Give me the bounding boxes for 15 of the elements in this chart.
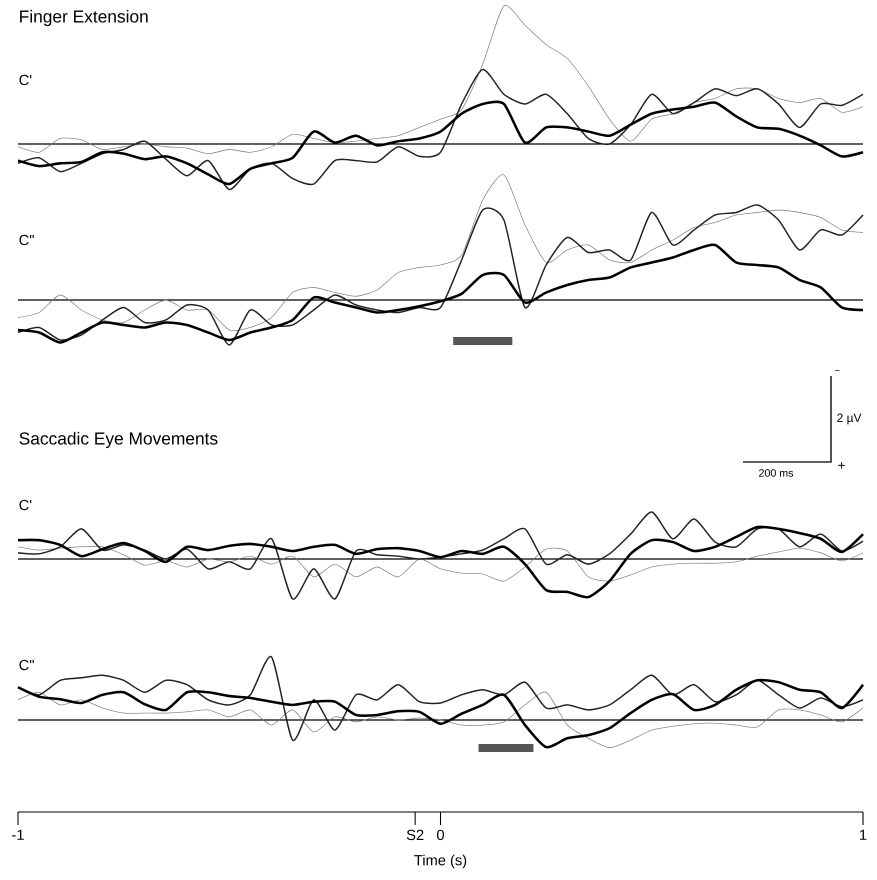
text: C': [19, 74, 32, 86]
text: 2 µV: [837, 414, 862, 424]
x-axis-title: Time (s): [414, 854, 466, 868]
text: 200 ms: [759, 469, 794, 477]
x-tick-label: -1: [12, 830, 24, 840]
text: +: [838, 462, 845, 469]
text: C": [19, 234, 34, 246]
chart-title: Saccadic Eye Movements: [20, 432, 218, 448]
text: −: [835, 370, 840, 371]
chart-subtitle: C': [19, 500, 32, 510]
x-tick-label: 0: [436, 830, 444, 840]
chart-subtitle: C": [19, 660, 34, 670]
chart-title: Finger Extension: [20, 10, 148, 26]
x-tick-label: 1: [860, 830, 866, 840]
x-tick-label: S2: [406, 830, 424, 840]
